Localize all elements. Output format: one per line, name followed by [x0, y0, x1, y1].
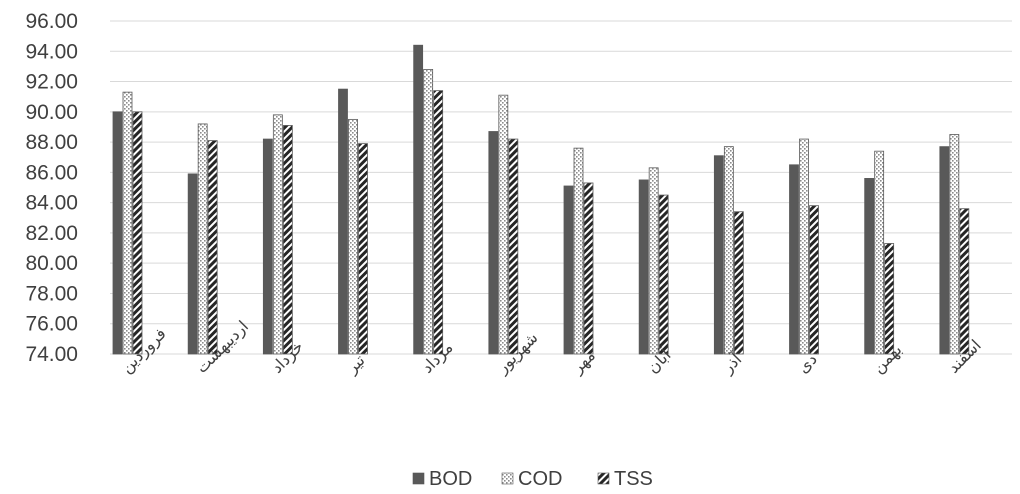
legend-swatch-bod [412, 472, 425, 485]
bar-bod [638, 179, 649, 355]
bar-cod [874, 150, 885, 355]
bar-bod [563, 185, 574, 355]
y-tick-label: 82.00 [25, 222, 78, 245]
y-tick-label: 88.00 [25, 131, 78, 154]
bar-bod [939, 146, 950, 355]
bar-tss [959, 208, 970, 355]
bar-cod [348, 118, 358, 355]
bar-cod [799, 138, 809, 355]
bar-cod [122, 91, 133, 355]
x-category-label: تیر [343, 352, 369, 378]
bar-tss [658, 194, 669, 355]
bar-tss [733, 211, 744, 355]
x-axis-labels: فروردین اردیبهشت خرداد تیر مرداد شهریور مهر آبا… [118, 318, 985, 378]
y-tick-label: 80.00 [25, 252, 78, 275]
bar-tss [207, 140, 218, 355]
y-tick-label: 86.00 [25, 161, 78, 184]
legend-label-cod: COD [518, 468, 562, 489]
y-axis-ticks: 74.00 76.00 78.00 80.00 82.00 84.00 86.00 88.00… [25, 10, 78, 366]
bar-bod [488, 131, 499, 355]
legend: BOD COD TSS [412, 468, 653, 490]
bar-tss [508, 138, 519, 355]
gridlines [110, 20, 1012, 355]
bar-tss [282, 125, 293, 355]
legend-label-tss: TSS [614, 468, 653, 489]
y-tick-label: 84.00 [25, 192, 78, 215]
bar-cod [573, 147, 584, 355]
legend-swatch-cod [501, 472, 514, 485]
bar-tss [583, 182, 594, 355]
bar-bod [112, 111, 123, 355]
bar-tss [809, 205, 819, 355]
y-tick-label: 96.00 [25, 10, 78, 33]
bar-tss [433, 90, 444, 355]
bar-bod [413, 44, 424, 355]
y-tick-label: 94.00 [25, 40, 78, 63]
bar-bod [338, 88, 348, 355]
bar-bod [713, 155, 724, 355]
bar-bod [187, 173, 198, 355]
legend-swatch-tss [597, 472, 610, 485]
y-tick-label: 74.00 [25, 343, 78, 366]
bar-cod [949, 134, 960, 355]
y-tick-label: 78.00 [25, 282, 78, 305]
bar-bod [262, 138, 273, 355]
bar-cod [197, 123, 208, 355]
bar-tss [358, 143, 368, 355]
bar-tss [884, 243, 895, 355]
bar-cod [648, 167, 659, 355]
y-tick-label: 76.00 [25, 313, 78, 336]
bar-bod [789, 164, 799, 355]
y-tick-label: 92.00 [25, 71, 78, 94]
bar-cod [723, 146, 734, 355]
bar-cod [498, 94, 509, 355]
y-tick-label: 90.00 [25, 101, 78, 124]
bars [112, 44, 970, 355]
bar-tss [132, 111, 143, 355]
bar-cod [272, 114, 283, 355]
x-category-label: دی [795, 351, 821, 377]
bar-bod [864, 178, 875, 355]
bar-cod [423, 69, 434, 355]
legend-label-bod: BOD [429, 468, 472, 489]
